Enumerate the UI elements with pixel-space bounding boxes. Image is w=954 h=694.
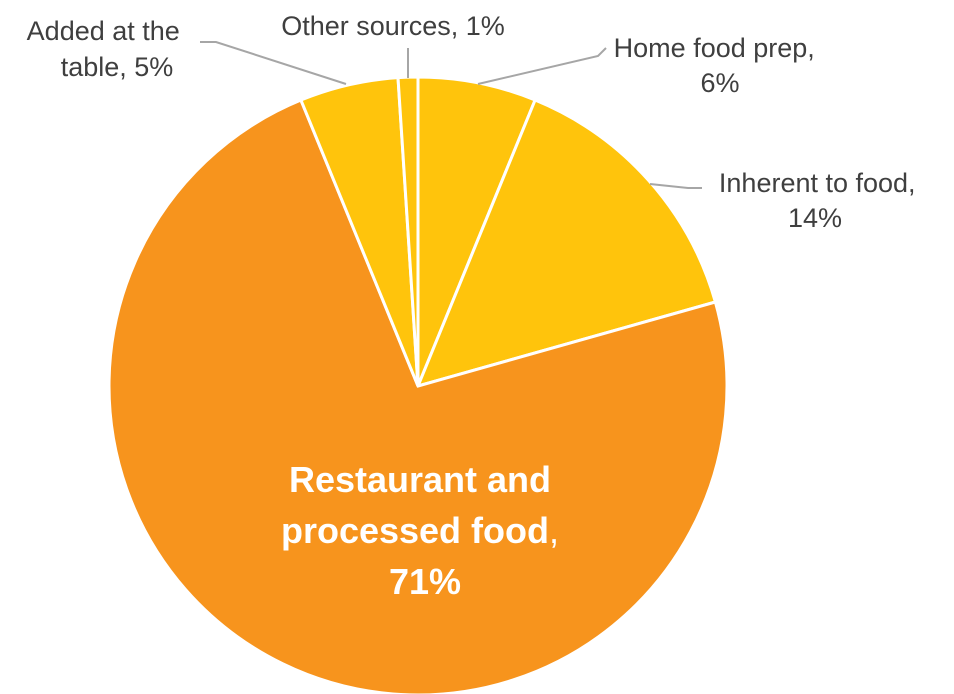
leader-added-at-table <box>200 41 347 85</box>
pie-slices <box>107 75 729 694</box>
label-home-food-prep: Home food prep, 6% <box>614 33 823 98</box>
label-other-sources: Other sources, 1% <box>281 11 505 41</box>
label-inherent-to-food: Inherent to food, 14% <box>719 168 923 233</box>
leader-inherent-to-food <box>649 183 702 189</box>
pie-slice-home-food-prep <box>416 75 538 387</box>
label-added-at-table: Added at the table, 5% <box>27 16 188 82</box>
leader-home-food-prep <box>477 47 607 85</box>
pie-slice-restaurant-and-processed-food <box>107 98 729 694</box>
label-restaurant-processed: Restaurant and processed food, 71% <box>281 459 569 602</box>
pie-slice-inherent-to-food <box>415 98 718 389</box>
